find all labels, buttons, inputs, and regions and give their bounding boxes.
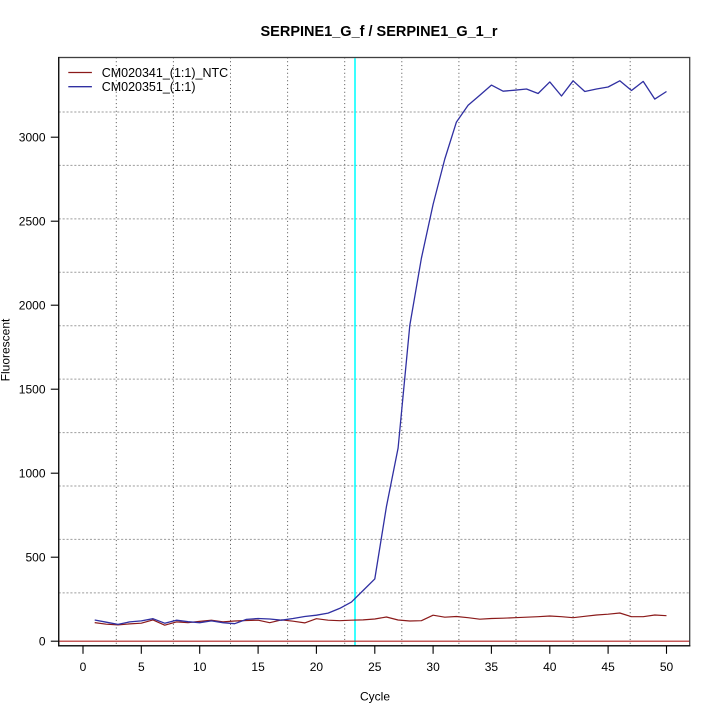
svg-text:5: 5 — [138, 660, 145, 674]
svg-text:1000: 1000 — [19, 466, 46, 480]
svg-text:Cycle: Cycle — [360, 690, 390, 704]
svg-text:10: 10 — [193, 660, 207, 674]
svg-text:35: 35 — [485, 660, 499, 674]
svg-text:2500: 2500 — [19, 214, 46, 228]
svg-text:1500: 1500 — [19, 382, 46, 396]
svg-text:3000: 3000 — [19, 130, 46, 144]
svg-text:0: 0 — [39, 634, 46, 648]
svg-text:15: 15 — [251, 660, 265, 674]
svg-text:25: 25 — [368, 660, 382, 674]
svg-text:2000: 2000 — [19, 298, 46, 312]
svg-text:20: 20 — [310, 660, 324, 674]
svg-text:Fluorescent: Fluorescent — [0, 318, 13, 381]
svg-text:SERPINE1_G_f / SERPINE1_G_1_r: SERPINE1_G_f / SERPINE1_G_1_r — [261, 24, 498, 40]
svg-text:CM020351_(1:1): CM020351_(1:1) — [102, 80, 196, 94]
svg-text:30: 30 — [426, 660, 440, 674]
svg-text:50: 50 — [660, 660, 674, 674]
svg-text:0: 0 — [80, 660, 87, 674]
svg-text:45: 45 — [601, 660, 615, 674]
svg-text:40: 40 — [543, 660, 557, 674]
svg-text:500: 500 — [25, 550, 45, 564]
svg-text:CM020341_(1:1)_NTC: CM020341_(1:1)_NTC — [102, 66, 228, 80]
